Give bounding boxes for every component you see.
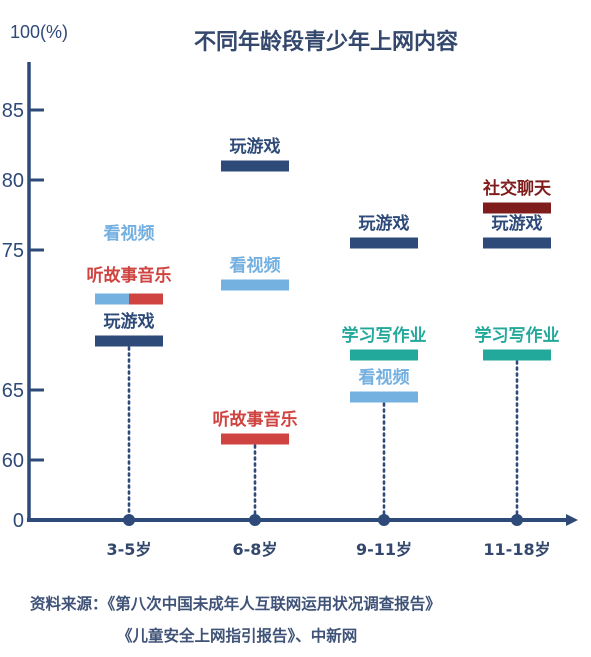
y-tick-label: 85 [2,100,24,122]
marker-label: 玩游戏 [230,136,281,157]
marker-label: 看视频 [229,255,281,276]
marker-label: 玩游戏 [104,311,155,332]
category-label: 11-18岁 [483,540,550,559]
y-tick-label: 65 [2,380,24,402]
marker-label: 学习写作业 [475,325,560,346]
marker-label: 看视频 [103,223,155,244]
marker-label: 玩游戏 [492,213,543,234]
groups: 看视频听故事音乐玩游戏3-5岁玩游戏看视频听故事音乐6-8岁玩游戏学习写作业看视… [87,136,560,559]
category-label: 6-8岁 [233,540,278,559]
marker-bar [95,293,129,305]
y-ticks: 85 80 75 65 60 0 [2,100,44,532]
y-tick-label: 80 [2,170,24,192]
marker-bar [483,349,551,361]
y-tick-label: 0 [13,510,24,532]
marker-bar [95,335,163,347]
y-axis-label: 100(%) [10,22,68,42]
axis-dot [511,514,523,526]
marker-bar [483,202,551,214]
marker-bar [129,293,163,305]
source-line-2: 《儿童安全上网指引报告》、中新网 [117,627,358,645]
marker-bar [350,349,418,361]
y-tick-label: 75 [2,240,24,262]
marker-bar [483,237,551,249]
source-line-1: 资料来源：《第八次中国未成年人互联网运用状况调查报告》 [30,595,441,613]
x-axis-arrow [566,514,578,526]
marker-label: 社交聊天 [482,178,552,199]
marker-label: 看视频 [358,367,410,388]
marker-label: 听故事音乐 [213,409,298,430]
axes [27,62,578,526]
y-tick-label: 60 [2,450,24,472]
marker-bar [221,160,289,172]
marker-bar [221,279,289,291]
marker-bar [350,237,418,249]
axis-dot [249,514,261,526]
marker-label: 玩游戏 [359,213,410,234]
axis-dot [378,514,390,526]
marker-label: 听故事音乐 [87,265,172,286]
category-label: 3-5岁 [107,540,152,559]
category-label: 9-11岁 [356,540,412,559]
marker-label: 学习写作业 [342,325,427,346]
chart-title: 不同年龄段青少年上网内容 [194,29,458,55]
marker-bar [350,391,418,403]
axis-dot [123,514,135,526]
marker-bar [221,433,289,445]
